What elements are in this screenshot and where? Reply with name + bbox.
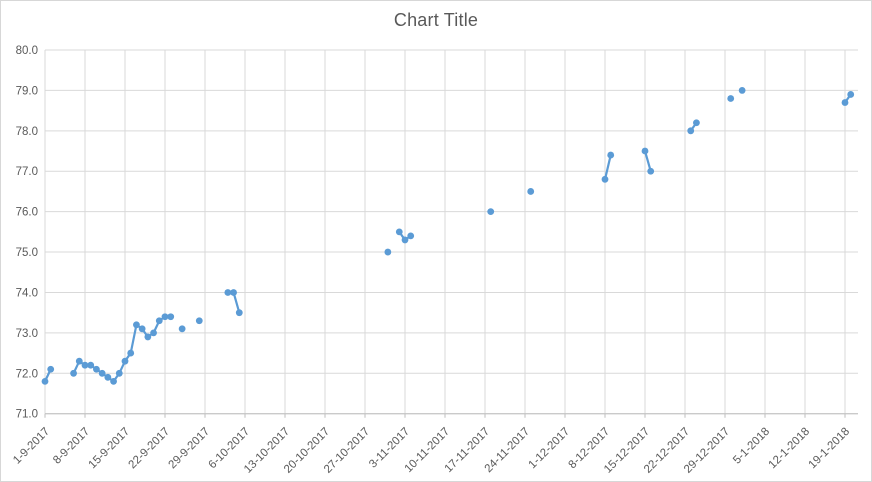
data-point-marker[interactable] — [235, 309, 243, 317]
y-tick-label: 76.0 — [16, 207, 38, 219]
gridlines — [44, 49, 858, 415]
data-point-marker[interactable] — [110, 377, 117, 385]
data-point-marker[interactable] — [401, 236, 409, 244]
y-tick-label: 80.0 — [16, 45, 38, 57]
x-tick-label: 29-9-2017 — [167, 426, 213, 472]
y-tick-label: 77.0 — [16, 166, 38, 178]
y-tick-label: 79.0 — [16, 85, 38, 97]
data-point-marker[interactable] — [93, 365, 100, 373]
data-point-marker[interactable] — [138, 325, 146, 333]
data-point-marker[interactable] — [687, 127, 695, 135]
data-point-marker[interactable] — [841, 99, 849, 106]
y-tick-label: 78.0 — [16, 126, 38, 138]
y-tick-label: 71.0 — [16, 409, 38, 421]
data-point-marker[interactable] — [847, 91, 855, 98]
y-tick-label: 72.0 — [16, 368, 38, 380]
data-point-marker[interactable] — [115, 369, 123, 377]
plot-area[interactable] — [41, 87, 855, 385]
data-point-marker[interactable] — [155, 317, 163, 325]
data-point-marker[interactable] — [641, 147, 649, 155]
data-point-marker[interactable] — [87, 361, 95, 369]
x-tick-label: 12-1-2018 — [767, 426, 813, 472]
data-point-marker[interactable] — [224, 289, 232, 296]
series-line — [43, 93, 852, 383]
x-tick-label: 22-9-2017 — [127, 426, 173, 472]
x-tick-label: 15-9-2017 — [87, 426, 133, 472]
data-point-marker[interactable] — [178, 325, 186, 333]
data-point-marker[interactable] — [133, 321, 140, 329]
x-tick-label: 8-9-2017 — [51, 426, 92, 467]
x-axis[interactable]: 1-9-20178-9-201715-9-201722-9-201729-9-2… — [11, 413, 858, 476]
x-tick-label: 19-1-2018 — [807, 426, 853, 472]
chart-title[interactable]: Chart Title — [393, 10, 479, 30]
y-tick-label: 75.0 — [16, 247, 38, 259]
data-point-marker[interactable] — [41, 377, 49, 385]
data-point-marker[interactable] — [407, 232, 415, 240]
x-tick-label: 5-1-2018 — [731, 426, 772, 467]
data-point-marker[interactable] — [230, 289, 237, 296]
data-point-marker[interactable] — [47, 365, 55, 373]
data-point-marker[interactable] — [81, 361, 89, 369]
data-point-marker[interactable] — [487, 208, 495, 216]
data-point-marker[interactable] — [693, 119, 700, 127]
data-point-marker[interactable] — [607, 151, 615, 159]
y-tick-label: 73.0 — [16, 328, 38, 340]
data-point-marker[interactable] — [127, 349, 135, 357]
data-point-marker[interactable] — [727, 95, 735, 102]
data-point-marker[interactable] — [738, 87, 746, 94]
data-point-marker[interactable] — [121, 357, 129, 365]
data-point-marker[interactable] — [167, 313, 175, 321]
data-point-marker[interactable] — [384, 248, 392, 256]
y-axis[interactable]: 80.0 79.0 78.0 77.0 76.0 75.0 74.0 73.0 72.0 71.0 — [16, 45, 38, 421]
data-point-marker[interactable] — [161, 313, 169, 321]
data-point-marker[interactable] — [150, 329, 157, 337]
data-point-marker[interactable] — [75, 357, 83, 365]
data-point-marker[interactable] — [70, 369, 77, 377]
series-markers[interactable] — [41, 87, 855, 385]
data-point-marker[interactable] — [195, 317, 203, 325]
y-tick-label: 74.0 — [16, 287, 38, 299]
data-point-marker[interactable] — [647, 167, 655, 175]
x-tick-label: 1-12-2017 — [527, 426, 573, 472]
data-point-marker[interactable] — [601, 175, 609, 183]
data-point-marker[interactable] — [527, 188, 535, 195]
data-point-marker[interactable] — [144, 333, 152, 341]
data-point-marker[interactable] — [104, 373, 112, 381]
data-point-marker[interactable] — [395, 228, 403, 236]
data-point-marker[interactable] — [98, 369, 106, 377]
x-tick-label: 1-9-2017 — [11, 426, 52, 467]
